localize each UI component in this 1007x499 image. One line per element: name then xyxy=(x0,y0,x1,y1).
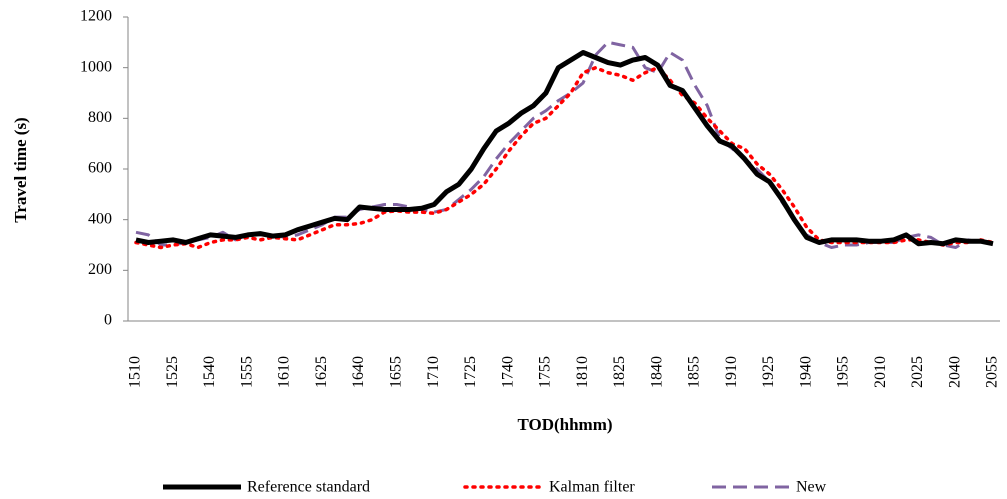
legend-label: Reference standard xyxy=(247,479,370,496)
x-tick-label: 1810 xyxy=(574,356,591,388)
x-tick-label: 1955 xyxy=(835,356,852,388)
y-axis-title: Travel time (s) xyxy=(11,117,30,222)
y-tick-label: 1200 xyxy=(80,8,112,25)
y-tick-label: 0 xyxy=(104,312,112,329)
y-tick-label: 400 xyxy=(88,210,112,227)
x-tick-label: 1610 xyxy=(276,356,293,388)
x-axis-title: TOD(hhmm) xyxy=(517,415,612,434)
x-tick-label: 2055 xyxy=(984,356,1001,388)
y-tick-label: 800 xyxy=(88,109,112,126)
series-line xyxy=(135,50,994,247)
series-line xyxy=(134,65,995,250)
x-tick-label: 1725 xyxy=(462,356,479,388)
x-tick-label: 1910 xyxy=(723,356,740,388)
x-tick-label: 1855 xyxy=(686,356,703,388)
x-tick-label: 1740 xyxy=(499,356,516,388)
y-tick-label: 600 xyxy=(88,160,112,177)
legend-label: Kalman filter xyxy=(549,479,635,496)
x-tick-label: 1640 xyxy=(350,356,367,388)
x-tick-label: 1625 xyxy=(313,356,330,388)
x-tick-label: 1540 xyxy=(201,356,218,388)
x-tick-label: 1655 xyxy=(387,356,404,388)
x-tick-label: 1940 xyxy=(797,356,814,388)
x-tick-label: 1710 xyxy=(425,356,442,388)
x-tick-label: 1755 xyxy=(537,356,554,388)
x-tick-label: 1525 xyxy=(164,356,181,388)
series-line xyxy=(135,40,993,249)
x-tick-label: 2040 xyxy=(946,356,963,388)
x-tick-label: 1510 xyxy=(127,356,144,388)
x-tick-label: 2010 xyxy=(872,356,889,388)
y-tick-label: 200 xyxy=(88,261,112,278)
x-tick-label: 1925 xyxy=(760,356,777,388)
x-tick-label: 1555 xyxy=(238,356,255,388)
x-tick-label: 2025 xyxy=(909,356,926,388)
legend-label: New xyxy=(796,479,827,496)
x-tick-label: 1825 xyxy=(611,356,628,388)
x-tick-label: 1840 xyxy=(648,356,665,388)
y-tick-label: 1000 xyxy=(80,58,112,75)
